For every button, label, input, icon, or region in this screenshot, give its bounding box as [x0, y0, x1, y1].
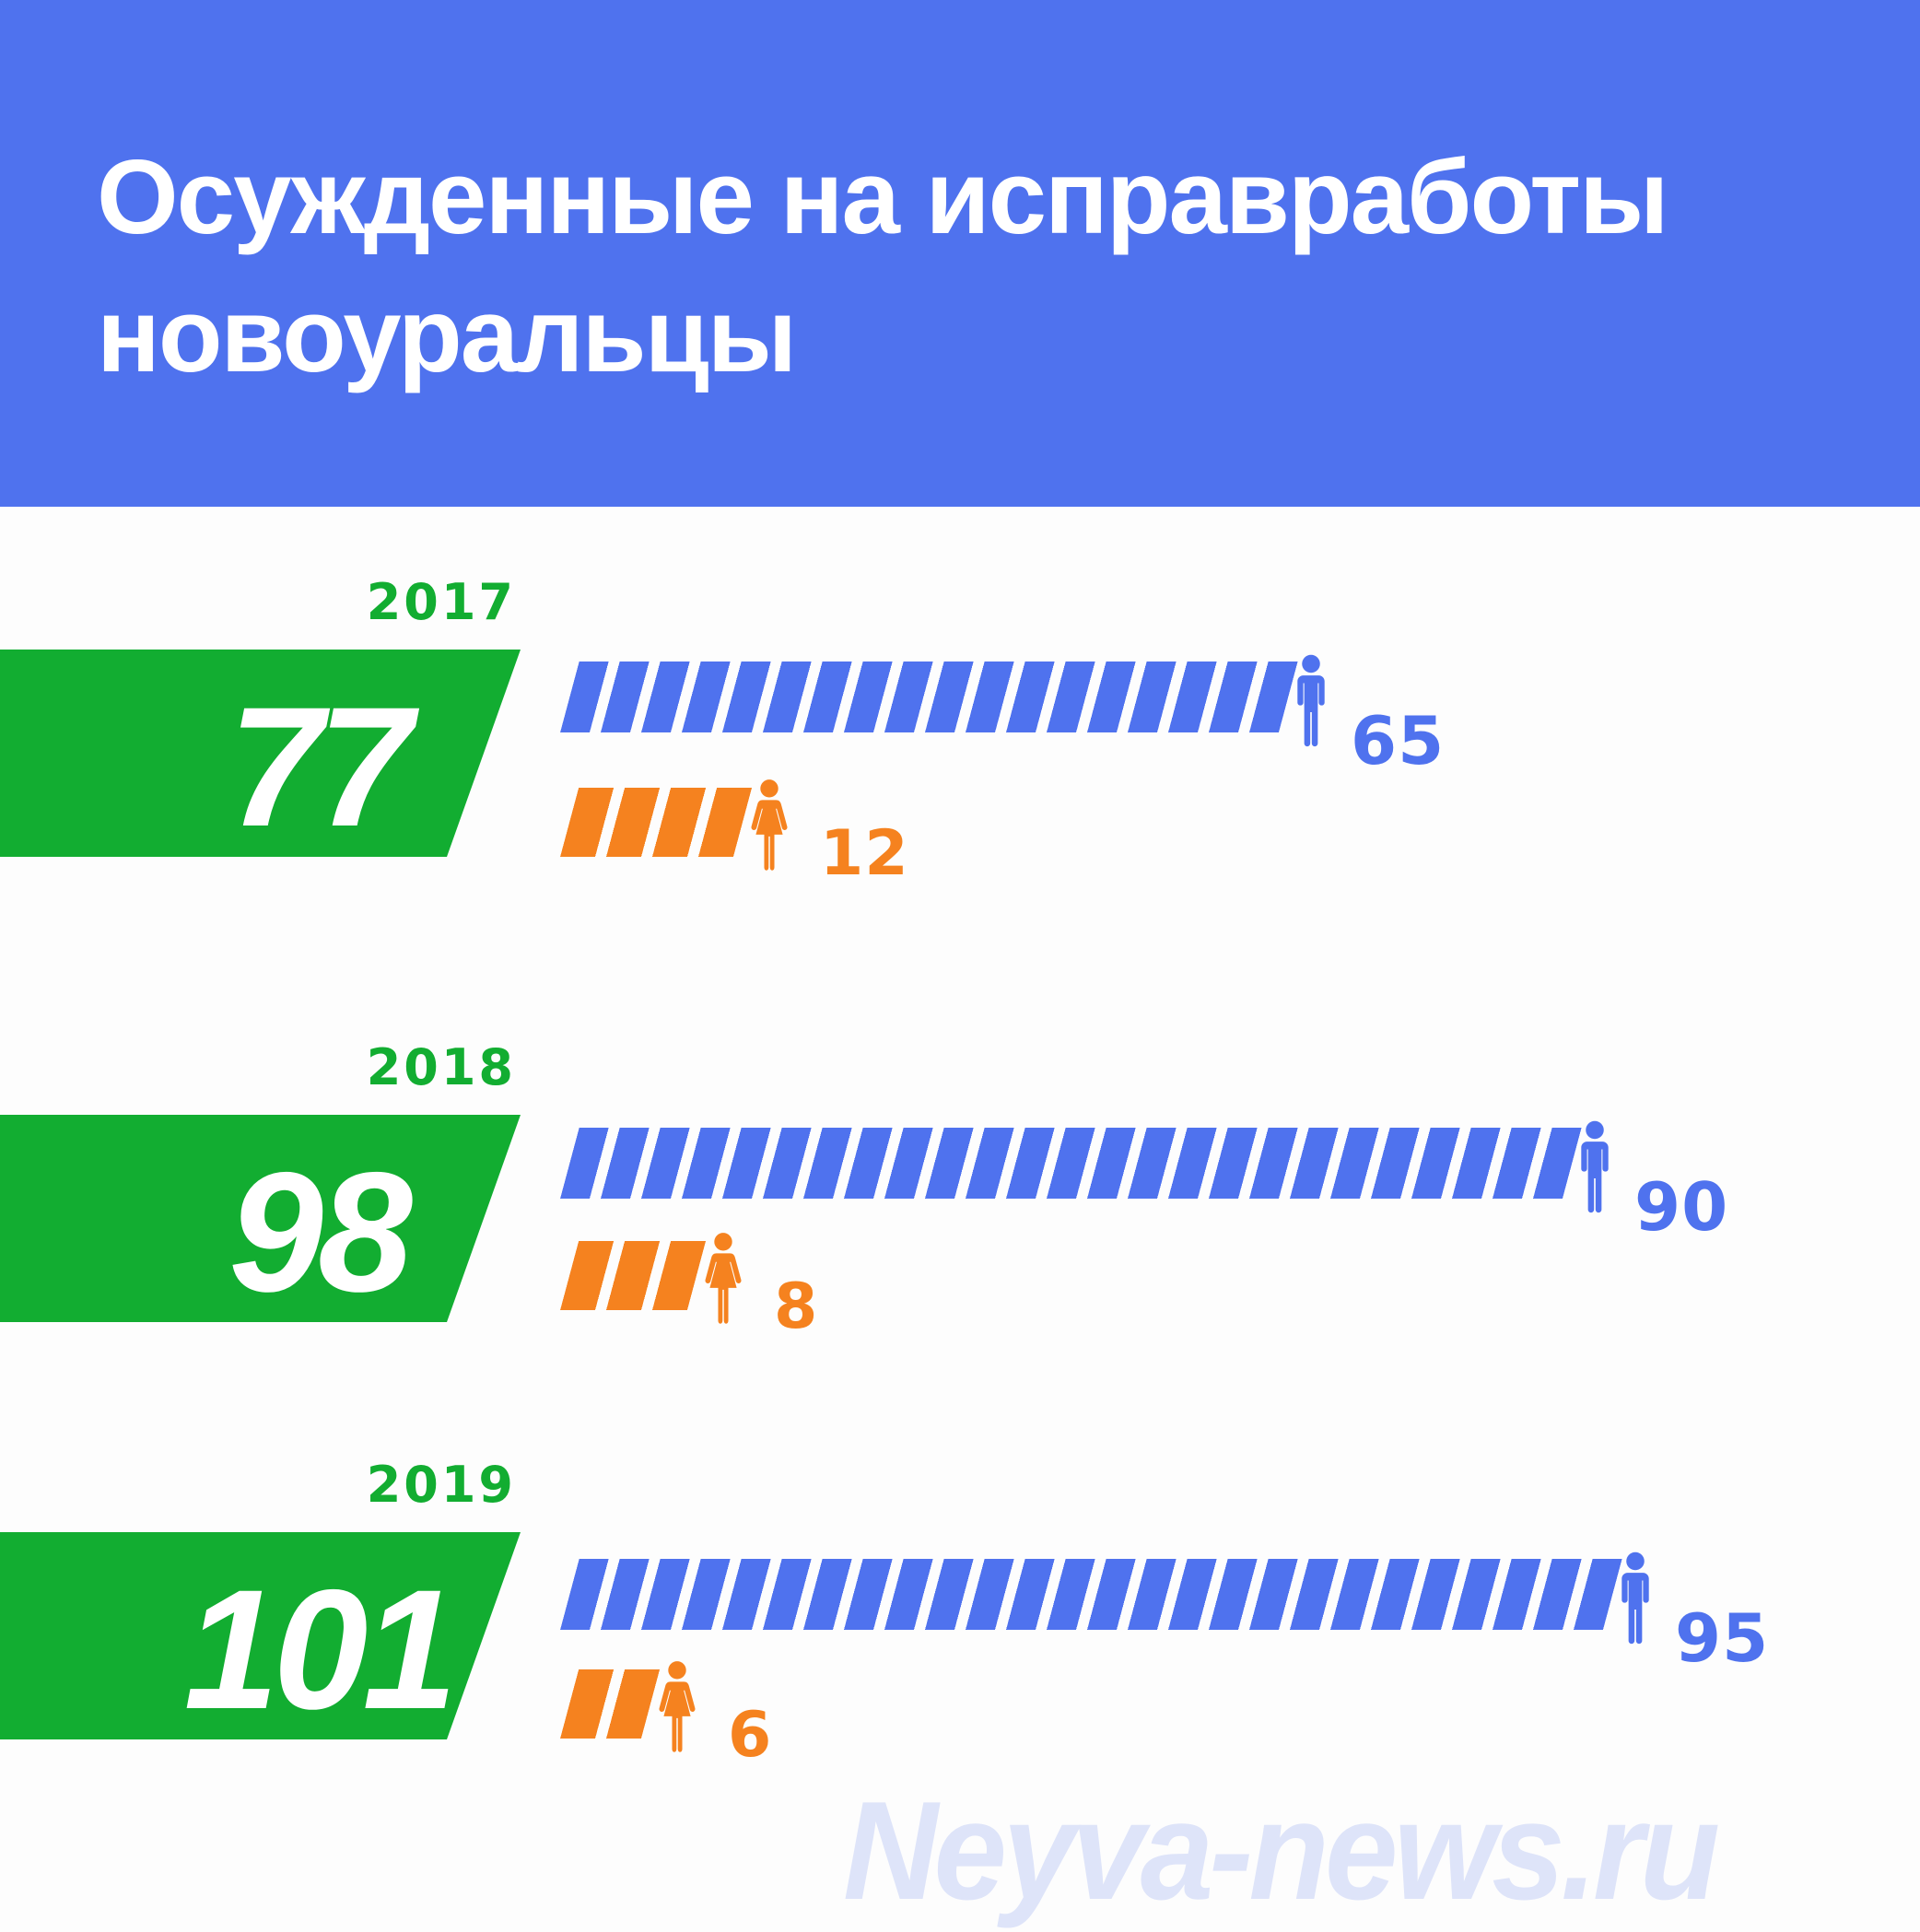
man-pictogram-icon — [1621, 1551, 1649, 1645]
year-row-2018: 2018 98 90 8 — [0, 1038, 1920, 1343]
woman-pictogram-icon — [659, 1661, 696, 1752]
male-bar — [560, 662, 1298, 732]
total-box: 101 — [0, 1532, 521, 1739]
female-group: 8 — [700, 1232, 818, 1343]
year-label: 2018 — [366, 1038, 516, 1096]
male-count: 95 — [1675, 1599, 1770, 1677]
male-bar — [560, 1559, 1622, 1630]
female-group: 12 — [746, 779, 909, 890]
man-pictogram-icon — [1297, 654, 1325, 747]
man-pictogram-icon — [1581, 1120, 1609, 1213]
year-row-2019: 2019 101 95 6 — [0, 1456, 1920, 1772]
male-count: 90 — [1634, 1168, 1729, 1246]
female-bar — [560, 1669, 661, 1739]
watermark: Neyva-news.ru — [843, 1773, 1720, 1929]
female-group: 6 — [654, 1660, 772, 1772]
male-count: 65 — [1351, 702, 1446, 779]
male-group: 65 — [1292, 654, 1445, 779]
female-bar — [560, 788, 753, 857]
woman-pictogram-icon — [705, 1233, 742, 1324]
female-count: 12 — [820, 817, 909, 890]
page-title-line1: Осужденные на исправработы — [97, 139, 1668, 256]
page-title: Осужденные на исправработы новоуральцы — [97, 129, 1668, 405]
male-bar — [560, 1128, 1582, 1199]
total-value: 101 — [183, 1554, 452, 1745]
page-title-line2: новоуральцы — [97, 277, 797, 394]
female-count: 8 — [774, 1270, 819, 1343]
woman-pictogram-icon — [751, 779, 788, 871]
year-label: 2017 — [366, 573, 516, 631]
total-value: 77 — [228, 672, 407, 862]
male-group: 95 — [1616, 1551, 1769, 1677]
male-group: 90 — [1575, 1120, 1728, 1246]
header-band: Осужденные на исправработы новоуральцы — [0, 0, 1920, 507]
year-label: 2019 — [366, 1456, 516, 1514]
year-row-2017: 2017 77 65 12 — [0, 573, 1920, 890]
female-count: 6 — [728, 1699, 773, 1772]
total-box: 98 — [0, 1115, 521, 1322]
total-value: 98 — [228, 1137, 407, 1328]
female-bar — [560, 1241, 707, 1310]
total-box: 77 — [0, 650, 521, 857]
